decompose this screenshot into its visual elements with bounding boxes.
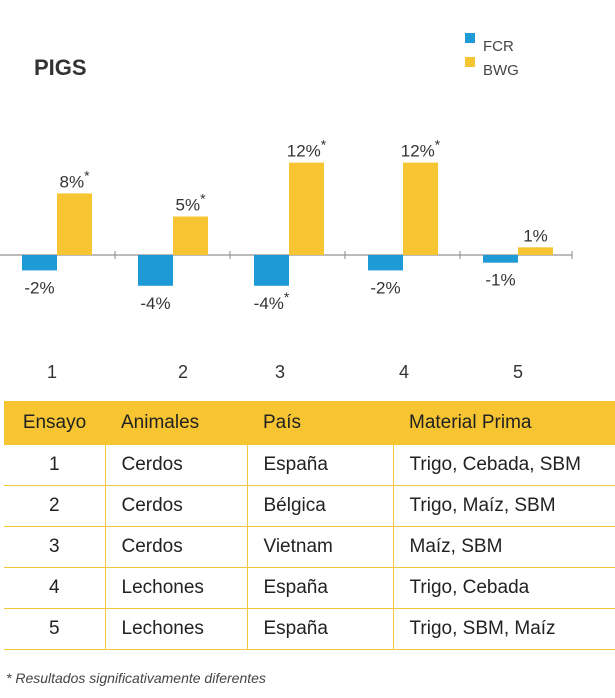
category-label-1: 1 — [47, 362, 57, 382]
cell-ensayo: 4 — [4, 567, 106, 609]
fcr-bar-5 — [483, 255, 518, 263]
bwg-value-label-5: 1% — [523, 226, 548, 245]
category-labels: 1 2 3 4 5 — [47, 362, 523, 382]
table-row: 2 Cerdos Bélgica Trigo, Maíz, SBM — [4, 485, 615, 527]
legend-label-bwg: BWG — [483, 62, 519, 79]
bwg-bar-2 — [173, 216, 208, 255]
bwg-value-label-3: 12%* — [287, 137, 327, 161]
category-label-2: 2 — [178, 362, 188, 382]
cell-animales: Cerdos — [105, 526, 248, 568]
category-label-4: 4 — [399, 362, 409, 382]
cell-animales: Lechones — [105, 567, 248, 609]
legend-swatch-bwg — [465, 57, 475, 67]
bwg-bar-5 — [518, 247, 553, 255]
fcr-value-label-4: -2% — [370, 278, 400, 297]
header-pais: País — [247, 401, 393, 445]
header-ensayo: Ensayo — [4, 401, 105, 445]
category-label-3: 3 — [275, 362, 285, 382]
legend-label-fcr: FCR — [483, 38, 514, 55]
cell-pais: España — [247, 608, 394, 650]
cell-material: Trigo, Cebada, SBM — [393, 445, 615, 486]
cell-ensayo: 2 — [4, 485, 106, 527]
fcr-bar-2 — [138, 255, 173, 286]
legend-swatch-fcr — [465, 33, 475, 43]
cell-ensayo: 5 — [4, 608, 106, 650]
header-animales: Animales — [105, 401, 247, 445]
cell-pais: Bélgica — [247, 485, 394, 527]
table-row: 4 Lechones España Trigo, Cebada — [4, 567, 615, 609]
fcr-bar-1 — [22, 255, 57, 271]
chart-title: PIGS — [34, 55, 87, 80]
footnote: * Resultados significativamente diferent… — [6, 670, 266, 686]
table-row: 3 Cerdos Vietnam Maíz, SBM — [4, 526, 615, 568]
bar-chart: PIGS FCR BWG -2% 8%* -4% 5%* -4%* 12%* -2% 12%*… — [0, 33, 573, 382]
fcr-bar-4 — [368, 255, 403, 271]
category-label-5: 5 — [513, 362, 523, 382]
bwg-bar-3 — [289, 162, 324, 255]
legend: FCR BWG — [465, 33, 519, 79]
header-material-prima: Material Prima — [393, 401, 615, 445]
cell-ensayo: 1 — [4, 445, 106, 486]
cell-animales: Cerdos — [105, 485, 248, 527]
table-row: 5 Lechones España Trigo, SBM, Maíz — [4, 608, 615, 650]
fcr-value-label-5: -1% — [485, 271, 515, 290]
table-header-row: Ensayo Animales País Material Prima — [4, 401, 615, 445]
bwg-value-label-2: 5%* — [175, 191, 206, 215]
bwg-value-label-1: 8%* — [59, 167, 90, 191]
table-row: 1 Cerdos España Trigo, Cebada, SBM — [4, 445, 615, 486]
cell-ensayo: 3 — [4, 526, 106, 568]
fcr-bar-3 — [254, 255, 289, 286]
axis-ticks — [114, 251, 573, 259]
cell-material: Maíz, SBM — [393, 526, 615, 568]
cell-material: Trigo, Maíz, SBM — [393, 485, 615, 527]
bars — [22, 162, 553, 286]
cell-material: Trigo, SBM, Maíz — [393, 608, 615, 650]
cell-animales: Lechones — [105, 608, 248, 650]
value-labels: -2% 8%* -4% 5%* -4%* 12%* -2% 12%* -1% 1% — [24, 137, 547, 313]
cell-pais: España — [247, 445, 394, 486]
fcr-value-label-1: -2% — [24, 278, 54, 297]
bwg-value-label-4: 12%* — [401, 137, 441, 161]
fcr-value-label-2: -4% — [140, 294, 170, 313]
trials-table: Ensayo Animales País Material Prima 1 Ce… — [4, 401, 615, 650]
cell-pais: España — [247, 567, 394, 609]
fcr-value-label-3: -4%* — [254, 289, 290, 313]
cell-animales: Cerdos — [105, 445, 248, 486]
cell-pais: Vietnam — [247, 526, 394, 568]
cell-material: Trigo, Cebada — [393, 567, 615, 609]
bwg-bar-1 — [57, 193, 92, 255]
bwg-bar-4 — [403, 162, 438, 255]
